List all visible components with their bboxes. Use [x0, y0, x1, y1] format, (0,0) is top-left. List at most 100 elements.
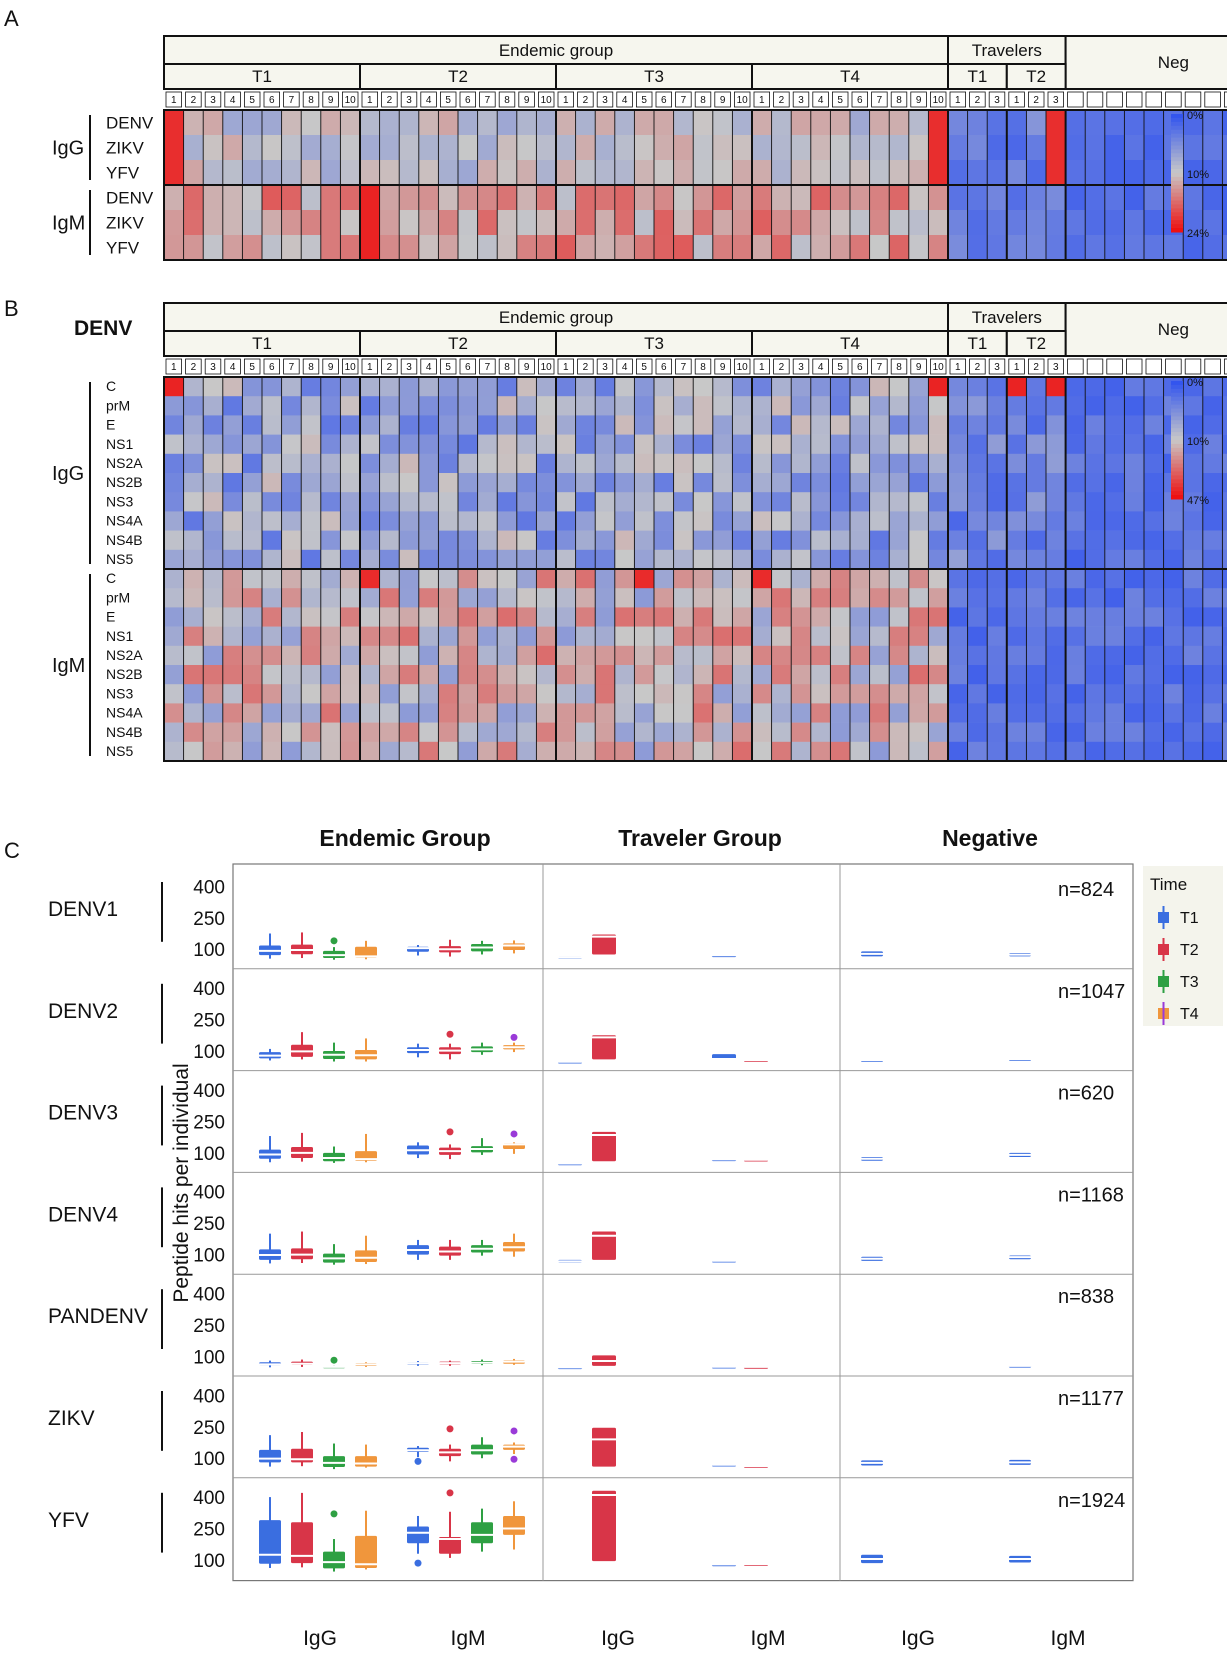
- heatmap-cell: [634, 473, 655, 493]
- heatmap-cell: [732, 588, 753, 608]
- heatmap-cell: [712, 626, 733, 647]
- heatmap-cell: [1124, 684, 1145, 704]
- heatmap-cell: [1124, 569, 1145, 589]
- heatmap-cell: [614, 492, 635, 512]
- heatmap-cell: [1124, 626, 1145, 647]
- heatmap-cell: [1065, 415, 1086, 435]
- heatmap-cell: [830, 530, 851, 551]
- heatmap-cell: [595, 645, 616, 666]
- heatmap-row-label: YFV: [106, 239, 140, 258]
- heatmap-cell: [1202, 473, 1223, 493]
- heatmap-cell: [948, 549, 968, 570]
- heatmap-cell: [1026, 453, 1047, 474]
- column-number-box: [812, 91, 829, 108]
- heatmap-cell: [1183, 110, 1204, 136]
- heatmap-cell: [340, 665, 361, 685]
- heatmap-cell: [360, 684, 380, 704]
- heatmap-cell: [1202, 110, 1223, 136]
- heatmap-cell: [360, 492, 380, 512]
- heatmap-cell: [830, 377, 851, 397]
- heatmap-cell: [418, 530, 439, 551]
- heatmap-cell: [1065, 722, 1086, 743]
- heatmap-cell: [634, 492, 655, 512]
- n-label: n=1047: [1058, 981, 1125, 1003]
- heatmap-cell: [556, 588, 576, 608]
- heatmap-cell: [771, 626, 792, 647]
- heatmap-cell: [654, 473, 674, 493]
- heatmap-cell: [732, 185, 753, 211]
- heatmap-cell: [693, 645, 714, 666]
- heatmap-cell: [1144, 396, 1164, 416]
- heatmap-cell: [360, 235, 380, 261]
- heatmap-cell: [1006, 703, 1027, 723]
- heatmap-cell: [164, 741, 184, 762]
- heatmap-cell: [477, 569, 498, 589]
- heatmap-cell: [1222, 235, 1227, 261]
- header-neg: [1064, 302, 1227, 357]
- column-number-box: [949, 358, 967, 375]
- heatmap-cell: [203, 210, 224, 236]
- heatmap-cell: [791, 626, 812, 647]
- heatmap-cell: [693, 434, 714, 455]
- y-tick-label: 400: [193, 1488, 225, 1509]
- heatmap-cell: [1124, 434, 1145, 455]
- heatmap-cell: [438, 492, 459, 512]
- column-number-label: 6: [465, 95, 471, 106]
- heatmap-cell: [320, 684, 341, 704]
- heatmap-cell: [164, 722, 184, 743]
- heatmap-cell: [203, 588, 224, 608]
- heatmap-cell: [771, 703, 792, 723]
- heatmap-cell: [1085, 377, 1106, 397]
- column-number-box: [596, 91, 614, 108]
- heatmap-cell: [497, 453, 518, 474]
- heatmap-cell: [399, 377, 420, 397]
- heatmap-cell: [536, 235, 557, 261]
- color-scale-segment: [1171, 392, 1183, 398]
- heatmap-cell: [948, 684, 968, 704]
- heatmap-cell: [516, 415, 537, 435]
- heatmap-row-label: prM: [106, 397, 130, 413]
- heatmap-cell: [967, 703, 988, 723]
- heatmap-cell: [360, 607, 380, 627]
- heatmap-cell: [399, 235, 420, 261]
- color-scale-segment: [1171, 208, 1183, 213]
- box-iqr: [355, 1535, 377, 1568]
- color-scale-segment: [1171, 467, 1183, 472]
- heatmap-cell: [575, 135, 596, 161]
- heatmap-cell: [1183, 135, 1204, 161]
- y-tick-label: 250: [193, 1112, 225, 1133]
- heatmap-cell: [1006, 235, 1027, 261]
- heatmap-cell: [360, 511, 380, 531]
- heatmap-cell: [712, 135, 733, 161]
- heatmap-cell: [654, 396, 674, 416]
- heatmap-cell: [595, 396, 616, 416]
- heatmap-cell: [693, 588, 714, 608]
- header-endemic-timepoint-label: T1: [252, 334, 272, 353]
- heatmap-cell: [1222, 569, 1227, 589]
- heatmap-cell: [458, 492, 478, 512]
- heatmap-cell: [889, 588, 910, 608]
- legend-label-t4: T4: [1180, 1006, 1199, 1023]
- heatmap-cell: [418, 665, 439, 685]
- heatmap-cell: [614, 210, 635, 236]
- column-number-box: [577, 358, 594, 375]
- heatmap-cell: [791, 135, 812, 161]
- heatmap-cell: [673, 473, 694, 493]
- heatmap-cell: [183, 626, 204, 647]
- heatmap-cell: [575, 722, 596, 743]
- heatmap-cell: [889, 665, 910, 685]
- heatmap-cell: [732, 377, 753, 397]
- heatmap-cell: [791, 453, 812, 474]
- y-tick-label: 400: [193, 1081, 225, 1102]
- y-axis-label: Peptide hits per individual: [170, 1063, 193, 1302]
- heatmap-cell: [262, 135, 282, 161]
- heatmap-cell: [164, 626, 184, 647]
- heatmap-cell: [379, 722, 400, 743]
- heatmap-cell: [497, 235, 518, 261]
- heatmap-cell: [222, 377, 243, 397]
- heatmap-cell: [203, 492, 224, 512]
- boxplot-grid: Endemic Group Traveler Group Negative Ig…: [48, 825, 1223, 1650]
- color-scale-tick-label: 24%: [1187, 228, 1209, 240]
- heatmap-cell: [810, 665, 831, 685]
- column-number-box: [224, 91, 241, 108]
